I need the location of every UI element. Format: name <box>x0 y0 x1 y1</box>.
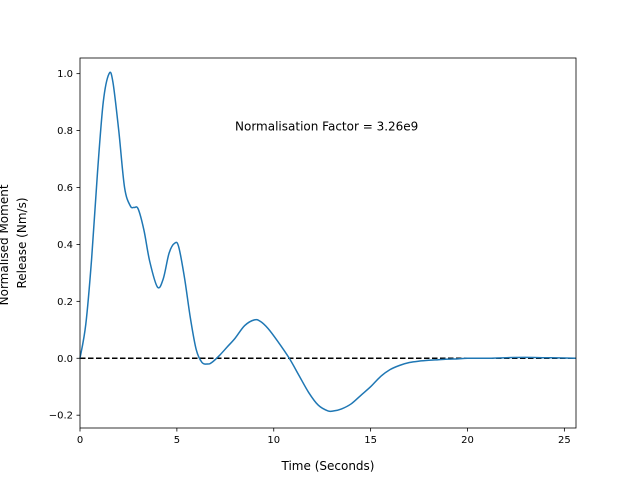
y-tick-label-2: 0.2 <box>57 297 73 308</box>
x-axis: 0 5 10 15 20 25 <box>77 428 571 446</box>
y-axis-label: Normalised Moment Release (Nm/s) <box>0 181 29 306</box>
y-tick-label-4: 0.6 <box>57 183 73 194</box>
x-tick-label-3: 15 <box>364 435 377 446</box>
x-axis-label: Time (Seconds) <box>281 459 375 473</box>
plot-background <box>80 58 576 428</box>
y-tick-label-6: 1.0 <box>57 69 73 80</box>
y-axis-label-line-1: Normalised Moment <box>0 184 11 305</box>
series-line-0 <box>79 71 577 413</box>
x-tick-label-2: 10 <box>267 435 280 446</box>
y-tick-label-0: −0.2 <box>49 411 73 422</box>
x-tick-label-1: 5 <box>174 435 180 446</box>
y-tick-label-5: 0.8 <box>57 126 73 137</box>
x-tick-label-4: 20 <box>461 435 474 446</box>
normalisation-annotation: Normalisation Factor = 3.26e9 <box>235 120 418 134</box>
y-axis-label-line-2: Release (Nm/s) <box>15 197 29 288</box>
y-tick-label-3: 0.4 <box>57 240 73 251</box>
y-axis: −0.2 0.0 0.2 0.4 0.6 0.8 1.0 <box>49 69 80 422</box>
plot-content <box>79 71 577 413</box>
y-tick-label-1: 0.0 <box>57 354 73 365</box>
plot-frame <box>79 57 577 429</box>
x-tick-label-5: 25 <box>558 435 571 446</box>
x-tick-label-0: 0 <box>77 435 83 446</box>
